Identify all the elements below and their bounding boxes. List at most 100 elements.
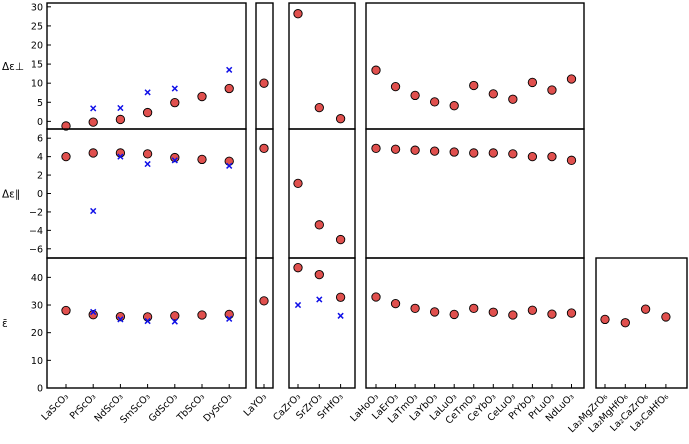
panel-eps-circle-g3-c7 <box>508 310 518 320</box>
panel-par-circle-g2-c0 <box>293 178 303 189</box>
panel-par-circle-g2-c1 <box>314 220 324 230</box>
panel-eps-circle-g2-c0 <box>293 263 303 273</box>
panel-par-circle-g0-c0 <box>61 151 71 162</box>
panel-par-cross-g0-c3 <box>144 160 151 168</box>
panel-par-group-0-frame <box>46 128 247 259</box>
panel-perp-circle-g3-c5 <box>469 80 479 91</box>
panel-perp-circle-g0-c2 <box>115 114 126 125</box>
panel-eps-group-4-frame <box>595 257 688 389</box>
panel-eps-circle-g0-c0 <box>61 305 71 316</box>
panel-perp-circle-g3-c8 <box>527 77 538 88</box>
panel-eps-circle-g3-c8 <box>527 305 538 315</box>
panel-par-cross-g0-c2 <box>117 153 124 160</box>
panel-perp-circle-g3-c4 <box>449 101 459 111</box>
panel-perp-circle-g2-c0 <box>293 9 303 19</box>
panel-perp-group-3-frame <box>365 2 585 130</box>
panel-perp-ylabel: Δε⊥ <box>2 61 24 73</box>
panel-perp-circle-g0-c1 <box>88 117 98 127</box>
panel-perp-circle-g2-c1 <box>314 102 324 113</box>
panel-perp-circle-g3-c2 <box>410 90 420 101</box>
panel-par-circle-g3-c7 <box>508 149 518 159</box>
panel-par-ytick-label-1: −4 <box>29 226 43 237</box>
panel-par-ylabel: Δε∥ <box>2 189 20 201</box>
panel-par-circle-g0-c5 <box>197 154 207 165</box>
panel-perp-circle-g0-c6 <box>224 83 234 94</box>
panel-eps-cross-g0-c3 <box>144 317 151 325</box>
panel-perp-circle-g0-c4 <box>170 98 180 108</box>
panel-par-circle-g3-c0 <box>371 143 381 154</box>
panel-par-circle-g0-c3 <box>142 149 153 159</box>
panel-par-circle-g3-c9 <box>547 151 557 162</box>
panel-eps-cross-g2-c0 <box>294 301 302 309</box>
panel-par-circle-g2-c2 <box>335 234 346 245</box>
panel-par-circle-g0-c1 <box>88 148 98 158</box>
panel-eps-circle-g0-c6 <box>224 309 234 320</box>
xtick-label-g1-c0: LaYO₃ <box>242 391 269 418</box>
panel-eps-circle-g0-c4 <box>170 311 180 321</box>
panel-eps-circle-g4-c3 <box>661 312 671 322</box>
panel-eps-circle-g3-c3 <box>429 307 440 317</box>
xtick-label-g0-c4: GdScO₃ <box>147 391 180 424</box>
panel-perp-circle-g3-c9 <box>547 85 557 95</box>
panel-par-cross-g0-c1 <box>90 207 97 215</box>
panel-eps-cross-g2-c2 <box>337 312 344 319</box>
panel-par-circle-g3-c1 <box>390 144 401 154</box>
panel-par-circle-g3-c2 <box>410 145 420 155</box>
panel-par-circle-g3-c4 <box>449 147 459 157</box>
panel-eps-cross-g2-c1 <box>316 296 323 303</box>
panel-par-ytick-label-5: 4 <box>37 152 43 163</box>
panel-eps-circle-g0-c3 <box>142 312 153 322</box>
panel-perp-circle-g3-c6 <box>488 89 498 99</box>
panel-perp-circle-g1-c0 <box>259 78 269 88</box>
panel-eps-circle-g3-c0 <box>371 292 381 302</box>
panel-perp-ytick-label-4: 20 <box>31 41 43 52</box>
panel-par-ytick-label-4: 2 <box>37 171 43 182</box>
panel-perp-cross-g0-c3 <box>144 89 151 96</box>
panel-par-circle-g0-c6 <box>224 156 234 166</box>
panel-eps-cross-g0-c6 <box>226 315 233 322</box>
panel-par-cross-g0-c6 <box>226 162 233 169</box>
panel-eps-cross-g0-c1 <box>90 308 97 316</box>
panel-eps-circle-g3-c9 <box>547 309 557 319</box>
panel-par-ytick-label-3: 0 <box>37 189 43 200</box>
panel-eps-ytick-label-3: 30 <box>31 301 43 312</box>
xtick-label-g0-c3: SmScO₃ <box>118 391 153 426</box>
panel-par-circle-g3-c8 <box>527 151 538 162</box>
panel-eps-group-0-frame <box>46 257 247 389</box>
panel-par-ytick-label-6: 6 <box>37 134 43 145</box>
panel-eps-ytick-label-1: 10 <box>31 356 43 367</box>
panel-eps-cross-g0-c2 <box>117 316 124 323</box>
panel-eps-circle-g3-c5 <box>469 303 479 313</box>
xtick-label-g0-c6: DyScO₃ <box>201 391 234 424</box>
panel-perp-circle-g3-c1 <box>390 81 401 92</box>
panel-perp-circle-g0-c5 <box>197 91 207 102</box>
panel-perp-ytick-label-1: 5 <box>37 98 43 109</box>
panel-eps-ytick-label-2: 20 <box>31 328 43 339</box>
panel-eps-circle-g0-c2 <box>115 311 126 322</box>
panel-par-circle-g1-c0 <box>259 143 269 154</box>
panel-perp-circle-g3-c0 <box>371 65 381 75</box>
panel-eps-ytick-label-0: 0 <box>37 384 43 395</box>
panel-eps-circle-g0-c5 <box>197 310 207 320</box>
panel-perp-ytick-label-3: 15 <box>31 60 43 71</box>
panel-eps-group-2-frame <box>288 257 356 389</box>
panel-eps-ytick-label-4: 40 <box>31 273 43 284</box>
panel-perp-group-1-frame <box>255 2 274 130</box>
panel-perp-circle-g3-c7 <box>508 94 518 104</box>
panel-perp-circle-g2-c2 <box>335 114 346 124</box>
xtick-label-g0-c0: LaScO₃ <box>40 391 72 423</box>
panel-eps-circle-g2-c2 <box>335 292 346 302</box>
panel-perp-ytick-label-6: 30 <box>31 2 43 13</box>
panel-par-circle-g0-c4 <box>170 152 180 163</box>
panel-par-ytick-label-2: −2 <box>29 207 43 218</box>
panel-eps-circle-g3-c10 <box>566 308 577 318</box>
panel-eps-circle-g3-c2 <box>410 303 420 313</box>
panel-perp-circle-g3-c3 <box>429 97 440 107</box>
panel-perp-ytick-label-0: 0 <box>37 117 43 128</box>
panel-eps-group-1-frame <box>255 257 274 389</box>
panel-par-cross-g0-c4 <box>171 157 178 164</box>
panel-eps-group-3-frame <box>365 257 585 389</box>
panel-eps-circle-g3-c4 <box>449 309 459 320</box>
panel-par-ytick-label-0: −6 <box>29 244 43 255</box>
panel-perp-cross-g0-c6 <box>226 66 233 73</box>
